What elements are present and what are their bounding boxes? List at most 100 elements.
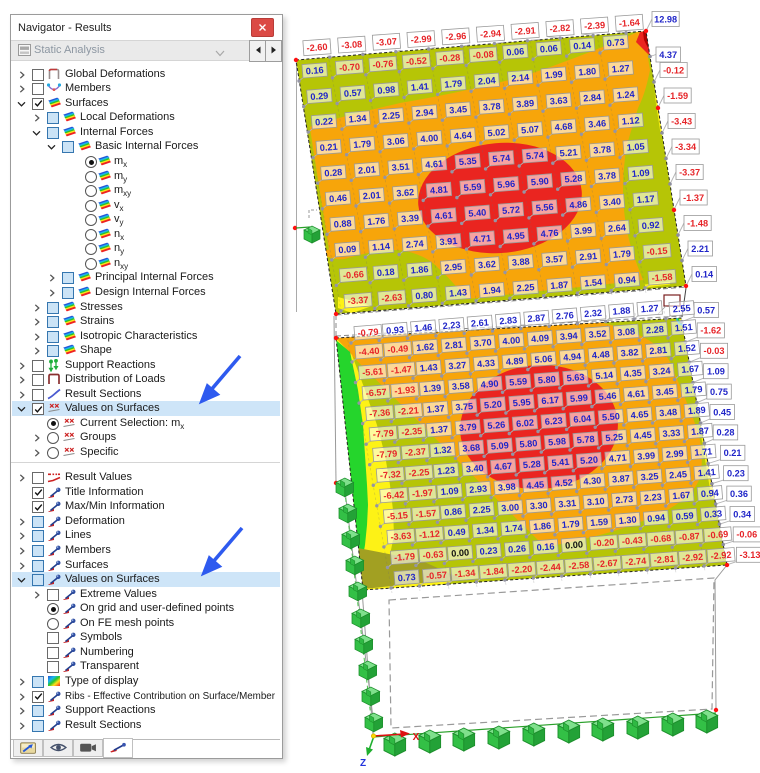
svg-text:0.94: 0.94	[647, 513, 666, 524]
svg-text:1.59: 1.59	[590, 517, 609, 528]
svg-text:-1.79: -1.79	[394, 551, 416, 563]
svg-text:0.94: 0.94	[701, 488, 720, 499]
svg-text:-2.92: -2.92	[682, 552, 704, 564]
svg-text:2.32: 2.32	[584, 308, 603, 319]
svg-text:1.09: 1.09	[707, 367, 725, 377]
svg-text:1.24: 1.24	[616, 89, 635, 100]
svg-text:1.87: 1.87	[550, 280, 569, 291]
svg-text:2.21: 2.21	[691, 244, 709, 254]
svg-text:-2.91: -2.91	[514, 25, 536, 36]
svg-text:0.16: 0.16	[305, 65, 324, 76]
svg-text:1.14: 1.14	[372, 241, 391, 252]
svg-text:-3.07: -3.07	[376, 36, 398, 47]
svg-text:0.16: 0.16	[536, 541, 555, 552]
svg-text:-2.82: -2.82	[549, 23, 571, 34]
svg-text:-0.20: -0.20	[593, 537, 615, 549]
svg-text:3.39: 3.39	[401, 213, 420, 224]
svg-text:0.45: 0.45	[713, 407, 731, 417]
svg-text:0.75: 0.75	[710, 387, 728, 397]
svg-text:-0.15: -0.15	[646, 246, 668, 258]
svg-text:X: X	[413, 732, 420, 743]
svg-text:3.62: 3.62	[478, 259, 497, 270]
svg-text:5.59: 5.59	[463, 182, 482, 193]
svg-text:3.88: 3.88	[511, 256, 530, 267]
svg-text:-0.69: -0.69	[707, 529, 729, 541]
svg-text:4.61: 4.61	[425, 159, 444, 170]
svg-text:-2.60: -2.60	[306, 42, 328, 53]
svg-text:3.24: 3.24	[652, 366, 671, 377]
svg-text:3.78: 3.78	[598, 170, 617, 181]
svg-text:0.23: 0.23	[479, 545, 498, 556]
svg-text:0.14: 0.14	[695, 269, 714, 279]
svg-text:4.48: 4.48	[592, 349, 611, 360]
svg-text:5.40: 5.40	[468, 207, 487, 218]
svg-text:5.78: 5.78	[576, 434, 595, 445]
svg-text:-1.48: -1.48	[687, 218, 708, 228]
svg-text:-7.36: -7.36	[369, 407, 391, 419]
svg-text:0.86: 0.86	[444, 506, 463, 517]
svg-text:-2.94: -2.94	[480, 28, 502, 39]
svg-text:-3.34: -3.34	[675, 142, 697, 152]
svg-text:1.80: 1.80	[578, 66, 597, 77]
svg-text:-2.39: -2.39	[584, 20, 606, 31]
svg-text:3.87: 3.87	[612, 473, 631, 484]
svg-text:2.84: 2.84	[583, 92, 602, 103]
svg-text:4.33: 4.33	[477, 358, 496, 369]
svg-text:3.08: 3.08	[617, 326, 636, 337]
svg-text:4.09: 4.09	[531, 333, 550, 344]
svg-text:-3.37: -3.37	[679, 167, 700, 177]
svg-text:-0.52: -0.52	[406, 55, 428, 67]
svg-text:5.35: 5.35	[458, 156, 477, 167]
svg-text:3.62: 3.62	[396, 187, 415, 198]
svg-text:5.96: 5.96	[497, 179, 516, 190]
svg-text:2.95: 2.95	[444, 262, 463, 273]
svg-text:-0.70: -0.70	[339, 62, 361, 74]
svg-text:1.46: 1.46	[414, 322, 433, 333]
svg-text:-1.62: -1.62	[700, 326, 721, 336]
svg-text:3.48: 3.48	[659, 407, 678, 418]
svg-text:-0.28: -0.28	[439, 52, 461, 64]
svg-text:2.25: 2.25	[516, 282, 535, 293]
svg-text:5.80: 5.80	[538, 374, 557, 385]
svg-text:2.23: 2.23	[644, 492, 663, 503]
svg-text:-5.15: -5.15	[387, 510, 409, 522]
svg-text:1.79: 1.79	[444, 78, 463, 89]
svg-text:-2.44: -2.44	[540, 562, 563, 574]
svg-text:0.23: 0.23	[727, 469, 745, 479]
svg-text:4.61: 4.61	[627, 388, 646, 399]
svg-text:-1.12: -1.12	[419, 529, 441, 541]
svg-text:-6.57: -6.57	[365, 387, 387, 399]
svg-text:4.00: 4.00	[420, 133, 439, 144]
svg-text:-1.84: -1.84	[483, 566, 506, 578]
svg-text:-0.08: -0.08	[472, 49, 494, 61]
svg-text:12.98: 12.98	[654, 14, 677, 24]
svg-text:1.52: 1.52	[678, 343, 697, 354]
svg-text:-0.76: -0.76	[372, 59, 394, 71]
svg-text:-0.63: -0.63	[422, 549, 444, 561]
svg-text:4.81: 4.81	[430, 184, 449, 195]
svg-text:3.46: 3.46	[588, 118, 607, 129]
svg-text:5.46: 5.46	[598, 391, 617, 402]
svg-text:-2.67: -2.67	[596, 558, 618, 570]
svg-text:1.23: 1.23	[437, 465, 456, 476]
svg-text:0.98: 0.98	[377, 84, 396, 95]
svg-text:1.79: 1.79	[353, 139, 372, 150]
svg-text:4.94: 4.94	[563, 351, 582, 362]
svg-text:0.57: 0.57	[697, 305, 715, 315]
svg-text:0.29: 0.29	[310, 91, 329, 102]
svg-text:-0.66: -0.66	[343, 269, 365, 281]
svg-text:1.86: 1.86	[533, 521, 552, 532]
svg-text:3.45: 3.45	[449, 104, 468, 115]
svg-text:3.40: 3.40	[465, 463, 484, 474]
svg-text:2.93: 2.93	[469, 484, 488, 495]
svg-text:1.32: 1.32	[433, 444, 452, 455]
svg-text:5.80: 5.80	[519, 438, 538, 449]
svg-text:3.31: 3.31	[558, 498, 577, 509]
svg-text:0.49: 0.49	[447, 527, 466, 538]
svg-text:4.67: 4.67	[494, 461, 513, 472]
svg-text:3.33: 3.33	[662, 428, 681, 439]
svg-text:3.25: 3.25	[640, 471, 659, 482]
svg-text:1.87: 1.87	[691, 426, 710, 437]
svg-text:2.76: 2.76	[556, 310, 575, 321]
svg-text:1.37: 1.37	[430, 424, 449, 435]
